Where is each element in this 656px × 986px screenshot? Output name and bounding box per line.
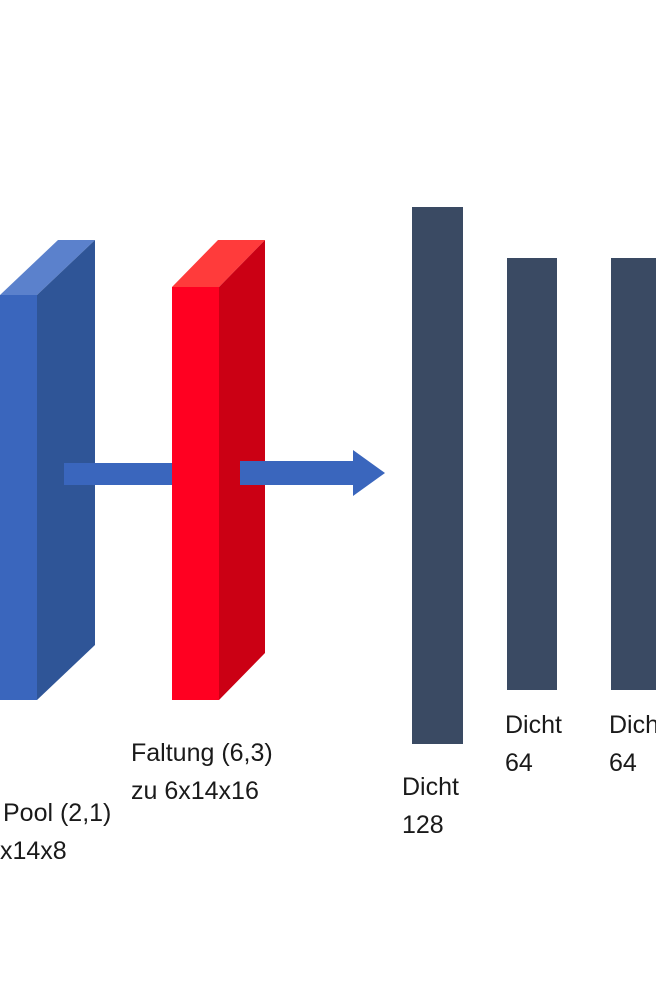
conv-layer-label-line1: Faltung (6,3)	[131, 739, 273, 767]
pool-layer-label-line2: x14x8	[0, 837, 67, 865]
pool-to-conv-connector	[64, 463, 172, 485]
conv-layer-front-face	[172, 287, 219, 700]
dense-64-second-label: Dich 64	[609, 706, 656, 782]
conv-to-dense-arrow	[240, 450, 385, 496]
dense-128-label-line1: Dicht	[402, 773, 459, 801]
dense-64-second-label-line1: Dich	[609, 711, 656, 739]
dense-64-second-label-line2: 64	[609, 749, 637, 777]
conv-layer-label: Faltung (6,3) zu 6x14x16	[131, 734, 273, 810]
dense-layer-64-second-bar	[611, 258, 656, 690]
dense-64-label: Dicht 64	[505, 706, 562, 782]
pool-layer-label: Pool (2,1) x14x8	[0, 794, 111, 870]
dense-layer-64-bar	[507, 258, 557, 690]
dense-128-label-line2: 128	[402, 811, 444, 839]
pool-layer-label-line1: Pool (2,1)	[3, 799, 112, 827]
pool-layer-front-face	[0, 295, 37, 700]
dense-layer-128-bar	[412, 207, 463, 744]
dense-128-label: Dicht 128	[402, 768, 459, 844]
conv-layer-label-line2: zu 6x14x16	[131, 777, 259, 805]
dense-64-label-line1: Dicht	[505, 711, 562, 739]
conv-layer-top-face	[172, 240, 265, 287]
dense-64-label-line2: 64	[505, 749, 533, 777]
pool-layer-top-face	[0, 240, 95, 295]
